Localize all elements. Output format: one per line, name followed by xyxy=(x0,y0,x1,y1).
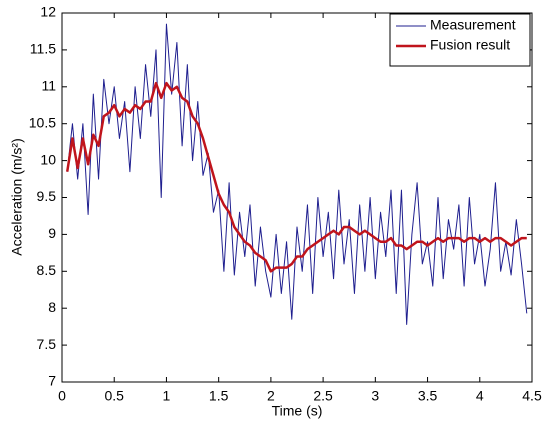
y-tick-label: 10.5 xyxy=(29,114,56,130)
x-tick-label: 0.5 xyxy=(104,388,124,404)
y-tick-label: 11 xyxy=(41,78,56,94)
x-tick-label: 1.5 xyxy=(209,388,229,404)
y-tick-label: 8 xyxy=(48,299,56,315)
x-tick-label: 2.5 xyxy=(313,388,333,404)
x-tick-label: 1 xyxy=(163,388,171,404)
legend-label: Fusion result xyxy=(430,37,510,53)
x-tick-label: 3.5 xyxy=(418,388,438,404)
series-line xyxy=(66,23,528,325)
y-tick-label: 9.5 xyxy=(37,188,57,204)
x-tick-label: 2 xyxy=(267,388,275,404)
legend-box xyxy=(389,13,531,67)
plot-frame xyxy=(61,12,533,383)
x-tick-label: 3 xyxy=(371,388,379,404)
legend-label: Measurement xyxy=(430,17,516,33)
x-tick-label: 0 xyxy=(58,388,66,404)
x-tick-label: 4.5 xyxy=(522,388,542,404)
y-tick-label: 7 xyxy=(48,373,56,389)
y-tick-label: 7.5 xyxy=(37,336,57,352)
y-axis-label: Acceleration (m/s²) xyxy=(9,138,25,255)
x-axis-label: Time (s) xyxy=(272,403,323,419)
x-tick-label: 4 xyxy=(476,388,484,404)
series-line xyxy=(65,81,527,273)
y-tick-label: 9 xyxy=(48,225,56,241)
y-tick-label: 10 xyxy=(40,151,56,167)
y-tick-label: 8.5 xyxy=(37,262,57,278)
y-tick-label: 11.5 xyxy=(30,41,56,57)
y-tick-label: 12 xyxy=(40,4,56,20)
